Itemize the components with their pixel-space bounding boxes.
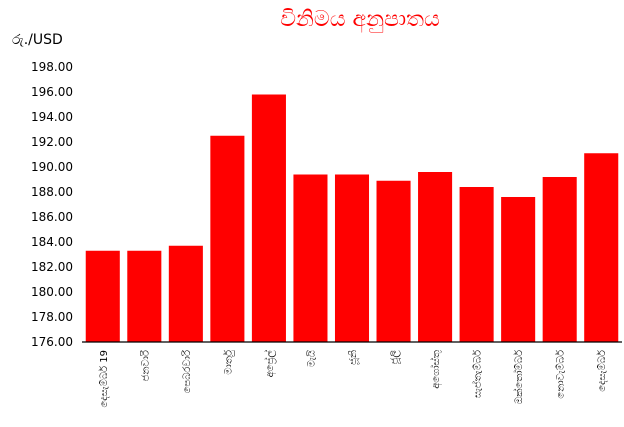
x-tick-label: සැප්තැම්බර්	[471, 350, 484, 398]
y-tick-label: 178.00	[31, 310, 73, 324]
y-tick-label: 192.00	[31, 135, 73, 149]
bar	[127, 250, 162, 342]
y-tick-label: 176.00	[31, 335, 73, 349]
x-tick-label: මැයි	[306, 350, 317, 368]
y-axis-ticks: 176.00 178.00 180.00 182.00 184.00 186.00 188.…	[31, 60, 73, 349]
bar	[251, 94, 286, 342]
bars	[85, 94, 619, 342]
x-tick-label: නොවැම්බර්	[555, 350, 567, 399]
bar	[459, 187, 494, 342]
y-tick-label: 188.00	[31, 185, 73, 199]
y-axis-label: රු./USD	[12, 32, 63, 48]
bar	[85, 250, 120, 342]
y-tick-label: 186.00	[31, 210, 73, 224]
x-tick-label: ඔක්තෝම්බර්	[512, 350, 525, 404]
x-tick-label: මාර්තු	[222, 350, 234, 375]
x-tick-label: අගෝස්තු	[429, 350, 442, 389]
bar	[584, 153, 619, 342]
y-tick-label: 198.00	[31, 60, 73, 74]
chart-title: විනිමය අනුපාතය	[280, 7, 440, 33]
x-tick-label: ජනවාරි	[139, 350, 151, 381]
x-tick-label: ජූලි	[390, 350, 401, 365]
y-tick-label: 182.00	[31, 260, 73, 274]
y-tick-label: 180.00	[31, 285, 73, 299]
bar	[210, 135, 245, 342]
y-tick-label: 194.00	[31, 110, 73, 124]
bar	[376, 180, 411, 342]
bar	[542, 177, 577, 342]
bar	[418, 172, 453, 342]
y-tick-label: 196.00	[31, 85, 73, 99]
x-tick-label: දෙසැම්බර්	[596, 350, 608, 392]
bar	[334, 174, 370, 342]
y-tick-label: 190.00	[31, 160, 73, 174]
x-tick-label: ජූනි	[348, 350, 359, 365]
x-tick-label: අප්‍රේල්	[263, 350, 276, 378]
bar	[168, 245, 203, 342]
bar	[293, 174, 328, 342]
y-tick-label: 184.00	[31, 235, 73, 249]
x-tick-label: දෙසැම්බර් 19	[98, 350, 110, 408]
bar	[501, 197, 536, 342]
x-axis-labels: දෙසැම්බර් 19 ජනවාරි පෙබරවාරි මාර්තු අප්‍රේල්…	[98, 350, 608, 408]
x-tick-label: පෙබරවාරි	[181, 350, 193, 393]
